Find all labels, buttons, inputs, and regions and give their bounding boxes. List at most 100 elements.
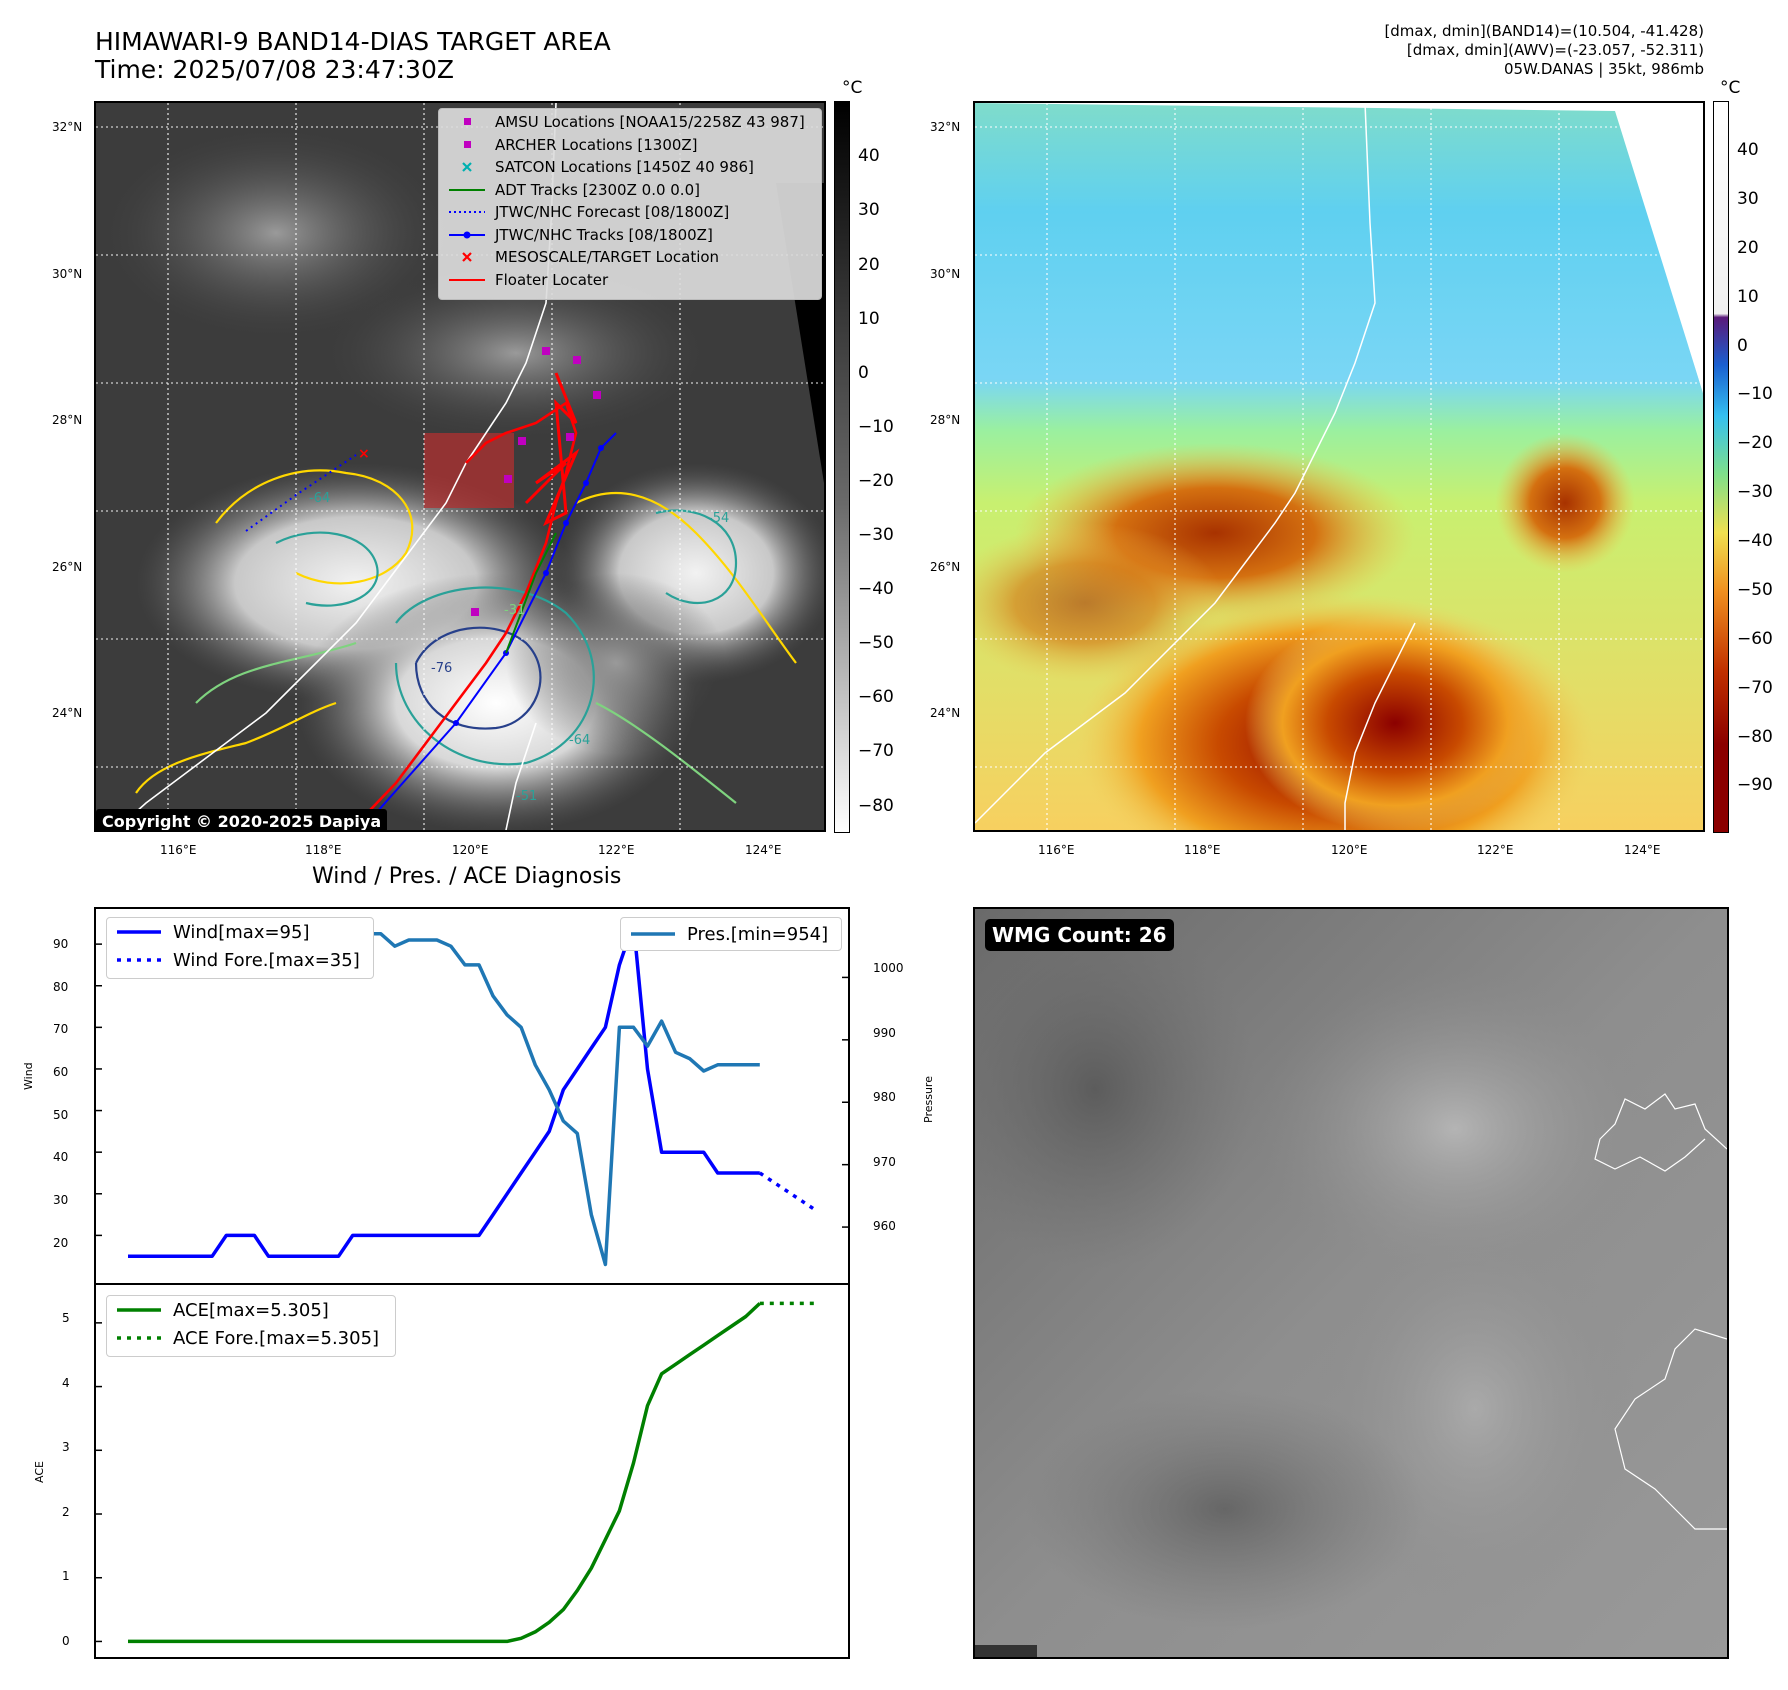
legend-pres-row: Pres.[min=954] <box>621 918 841 950</box>
windSvg-series-1 <box>758 1171 817 1212</box>
awv-cb-tick-0: 40 <box>1737 140 1759 160</box>
ir-lon-tick-120: 120°E <box>452 843 489 857</box>
contour-label-6: -54 <box>708 511 730 526</box>
ir-lat-tick-30: 30°N <box>52 267 83 281</box>
awv-cb-tick-1: 30 <box>1737 189 1759 209</box>
awv-cb-tick-9: −50 <box>1737 580 1773 600</box>
ir-lat-tick-32: 32°N <box>52 120 83 134</box>
wmg-image <box>975 909 1727 1657</box>
awv-lat-tick-32: 32°N <box>930 120 961 134</box>
legend-jtwc-tracks-label: JTWC/NHC Tracks [08/1800Z] <box>495 225 713 244</box>
copyright-badge: Copyright © 2020-2025 Dapiya <box>96 809 388 830</box>
ir-cb-tick-9: −50 <box>858 633 894 653</box>
ace-plot <box>96 1301 816 1644</box>
legend-wind-swatch <box>117 930 161 934</box>
legend-amsu-label: AMSU Locations [NOAA15/2258Z 43 987] <box>495 113 805 132</box>
legend-jtwc-forecast-label: JTWC/NHC Forecast [08/1800Z] <box>495 203 730 222</box>
floater-track-line <box>350 400 578 830</box>
ir-lon-tick-122: 122°E <box>598 843 635 857</box>
info-line-3: 05W.DANAS | 35kt, 986mb <box>1503 60 1704 78</box>
legend-satcon: SATCON Locations [1450Z 40 986] <box>439 156 821 179</box>
legend-wind-row: Wind[max=95] <box>107 918 373 946</box>
awv-cb-tick-5: −10 <box>1737 384 1773 404</box>
jtwc-track-line <box>360 432 617 830</box>
ace-ylabel: ACE <box>33 1461 46 1483</box>
ace-tick-1: 1 <box>62 1569 70 1583</box>
legend-ace-swatch <box>117 1308 161 1312</box>
legend-floater: Floater Locater <box>439 269 821 292</box>
legend-pres-swatch <box>631 932 675 936</box>
awv-cb-tick-8: −40 <box>1737 531 1773 551</box>
awv-cb-tick-12: −80 <box>1737 727 1773 747</box>
awv-lon-tick-124: 124°E <box>1624 843 1661 857</box>
ir-cb-tick-10: −60 <box>858 687 894 707</box>
legend-jtwc-forecast: JTWC/NHC Forecast [08/1800Z] <box>439 201 821 224</box>
ir-cb-tick-3: 10 <box>858 309 880 329</box>
windSvg-series-0 <box>128 921 760 1258</box>
wind-tick-40: 40 <box>53 1150 69 1164</box>
awv-lat-tick-24: 24°N <box>930 706 961 720</box>
awv-colorbar-unit: °C <box>1720 78 1741 98</box>
pres-tick-990: 990 <box>873 1026 896 1040</box>
awv-cb-tick-7: −30 <box>1737 482 1773 502</box>
ir-colorbar-unit: °C <box>842 78 863 98</box>
ir-cb-tick-5: −10 <box>858 417 894 437</box>
awv-cb-tick-13: −90 <box>1737 775 1773 795</box>
legend-wind-fore-label: Wind Fore.[max=35] <box>173 949 360 971</box>
awv-lat-tick-26: 26°N <box>930 560 961 574</box>
awv-cb-tick-10: −60 <box>1737 629 1773 649</box>
awv-colorbar <box>1713 101 1729 833</box>
awv-cb-tick-3: 10 <box>1737 287 1759 307</box>
legend-mesoscale-swatch <box>462 252 472 263</box>
legend-archer-swatch <box>464 140 471 148</box>
contour-label-3: -31 <box>504 603 526 618</box>
map-legend: AMSU Locations [NOAA15/2258Z 43 987] ARC… <box>438 108 822 300</box>
legend-amsu: AMSU Locations [NOAA15/2258Z 43 987] <box>439 111 821 134</box>
legend-ace-row: ACE[max=5.305] <box>107 1296 395 1324</box>
ir-lat-tick-24: 24°N <box>52 706 83 720</box>
awv-cb-tick-11: −70 <box>1737 678 1773 698</box>
header-info: [dmax, dmin](BAND14)=(10.504, -41.428) [… <box>1384 22 1704 79</box>
pres-tick-970: 970 <box>873 1155 896 1169</box>
ir-cb-tick-0: 40 <box>858 146 880 166</box>
ir-map-panel: × -64 -76 -31 -64 -51 -54 AMSU Locations… <box>94 101 826 832</box>
figure-title: HIMAWARI-9 BAND14-DIAS TARGET AREA Time:… <box>95 28 611 84</box>
ir-cb-tick-11: −70 <box>858 741 894 761</box>
legend-wind-fore-row: Wind Fore.[max=35] <box>107 946 373 974</box>
legend-mesoscale: MESOSCALE/TARGET Location <box>439 246 821 269</box>
legend-wind-fore-swatch <box>117 958 161 962</box>
jtwc-forecast-line <box>245 454 357 532</box>
wind-tick-70: 70 <box>53 1022 69 1036</box>
wind-tick-20: 20 <box>53 1236 69 1250</box>
legend-ace-fore-row: ACE Fore.[max=5.305] <box>107 1324 395 1352</box>
ace-tick-5: 5 <box>62 1311 70 1325</box>
awv-map-panel <box>973 101 1705 832</box>
contour-label-5: -51 <box>516 789 538 804</box>
ir-cb-tick-12: −80 <box>858 796 894 816</box>
ir-cb-tick-7: −30 <box>858 525 894 545</box>
aceSvg-series-0 <box>128 1302 761 1644</box>
target-box <box>424 433 514 508</box>
ace-tick-0: 0 <box>62 1634 70 1648</box>
awv-lon-tick-116: 116°E <box>1038 843 1075 857</box>
ir-cb-tick-1: 30 <box>858 200 880 220</box>
ir-cb-tick-4: 0 <box>858 363 869 383</box>
pres-tick-960: 960 <box>873 1219 896 1233</box>
wind-legend: Wind[max=95] Wind Fore.[max=35] <box>106 917 374 979</box>
info-line-1: [dmax, dmin](BAND14)=(10.504, -41.428) <box>1384 22 1704 40</box>
wind-pres-panel: Wind[max=95] Wind Fore.[max=35] Pres.[mi… <box>94 907 850 1285</box>
awv-cb-tick-4: 0 <box>1737 336 1748 356</box>
awv-lat-tick-30: 30°N <box>930 267 961 281</box>
legend-satcon-label: SATCON Locations [1450Z 40 986] <box>495 158 754 177</box>
contour-label-2: -76 <box>431 661 453 676</box>
legend-adt-swatch <box>449 188 485 191</box>
legend-pres-label: Pres.[min=954] <box>687 923 829 945</box>
ir-cb-tick-6: −20 <box>858 471 894 491</box>
legend-ace-fore-label: ACE Fore.[max=5.305] <box>173 1327 380 1349</box>
pres-tick-980: 980 <box>873 1090 896 1104</box>
title-line-1: HIMAWARI-9 BAND14-DIAS TARGET AREA <box>95 27 611 56</box>
wmg-panel: WMG Count: 26 <box>973 907 1729 1659</box>
contour-label-1: -64 <box>309 491 331 506</box>
legend-jtwc-tracks: JTWC/NHC Tracks [08/1800Z] <box>439 224 821 247</box>
wind-ylabel: Wind <box>22 1062 35 1090</box>
